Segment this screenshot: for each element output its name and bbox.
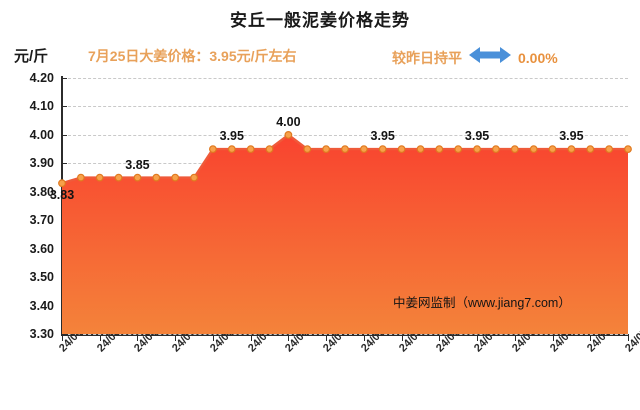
x-axis-tick-mark: [477, 336, 479, 341]
gridline: [68, 134, 628, 136]
x-axis-tick-mark: [326, 336, 328, 341]
x-axis: [61, 334, 629, 336]
y-axis-tick-mark: [61, 334, 67, 335]
data-point-label: 3.95: [219, 129, 244, 144]
x-axis-tick-mark: [175, 336, 177, 341]
data-point-label: 3.95: [464, 129, 490, 144]
data-point-label: 3.85: [125, 157, 150, 172]
x-axis-tick-mark: [212, 336, 214, 341]
data-point-label: 3.95: [370, 129, 395, 144]
y-axis-tick-label: 3.40: [29, 298, 54, 313]
x-axis-tick-mark: [99, 336, 101, 341]
double-arrow-flat-icon: [469, 46, 511, 69]
y-axis-tick-label: 3.60: [29, 241, 54, 256]
current-price-subtitle: 7月25日大姜价格：3.95元/斤左右: [88, 48, 297, 64]
y-axis-tick-mark: [61, 163, 67, 165]
x-axis-tick-mark: [401, 336, 403, 341]
x-axis-tick-mark: [628, 336, 629, 341]
y-axis-tick-label: 3.30: [29, 327, 54, 341]
y-axis-tick-label: 3.50: [29, 270, 54, 285]
gridline: [68, 78, 628, 79]
y-axis-tick-mark: [61, 78, 67, 79]
change-indicator: 较昨日持平 0.00%: [392, 46, 558, 69]
x-axis-tick-mark: [590, 336, 592, 341]
y-axis-tick-mark: [61, 134, 67, 136]
x-axis-tick-mark: [439, 336, 441, 341]
watermark: 中姜网监制（www.jiang7.com）: [393, 296, 571, 310]
x-axis-tick-mark: [288, 336, 290, 341]
gridline: [68, 106, 628, 108]
x-axis-tick-mark: [552, 336, 554, 341]
y-axis-tick-label: 3.70: [29, 213, 54, 228]
data-point-label: 4.00: [276, 114, 301, 129]
y-axis-tick-label: 4.00: [29, 127, 54, 142]
data-point-label: 3.83: [49, 188, 75, 203]
data-point-label: 3.95: [559, 129, 584, 144]
x-axis-tick-mark: [62, 336, 63, 341]
y-axis-unit-label: 元/斤: [14, 48, 49, 65]
y-axis-tick-label: 3.80: [29, 184, 54, 199]
x-axis-tick-mark: [137, 336, 139, 341]
y-axis-tick-label: 4.10: [29, 99, 54, 114]
x-axis-tick-mark: [250, 336, 252, 341]
x-axis-tick-mark: [514, 336, 516, 341]
change-text: 较昨日持平: [392, 49, 462, 66]
y-axis-tick-mark: [61, 106, 67, 108]
y-axis-tick-label: 4.20: [29, 71, 54, 85]
x-axis-tick-mark: [363, 336, 365, 341]
gridline: [68, 334, 628, 335]
page-title: 安丘一般泥姜价格走势: [230, 11, 410, 30]
change-percent: 0.00%: [518, 49, 558, 66]
y-axis-tick-label: 3.90: [29, 156, 54, 171]
